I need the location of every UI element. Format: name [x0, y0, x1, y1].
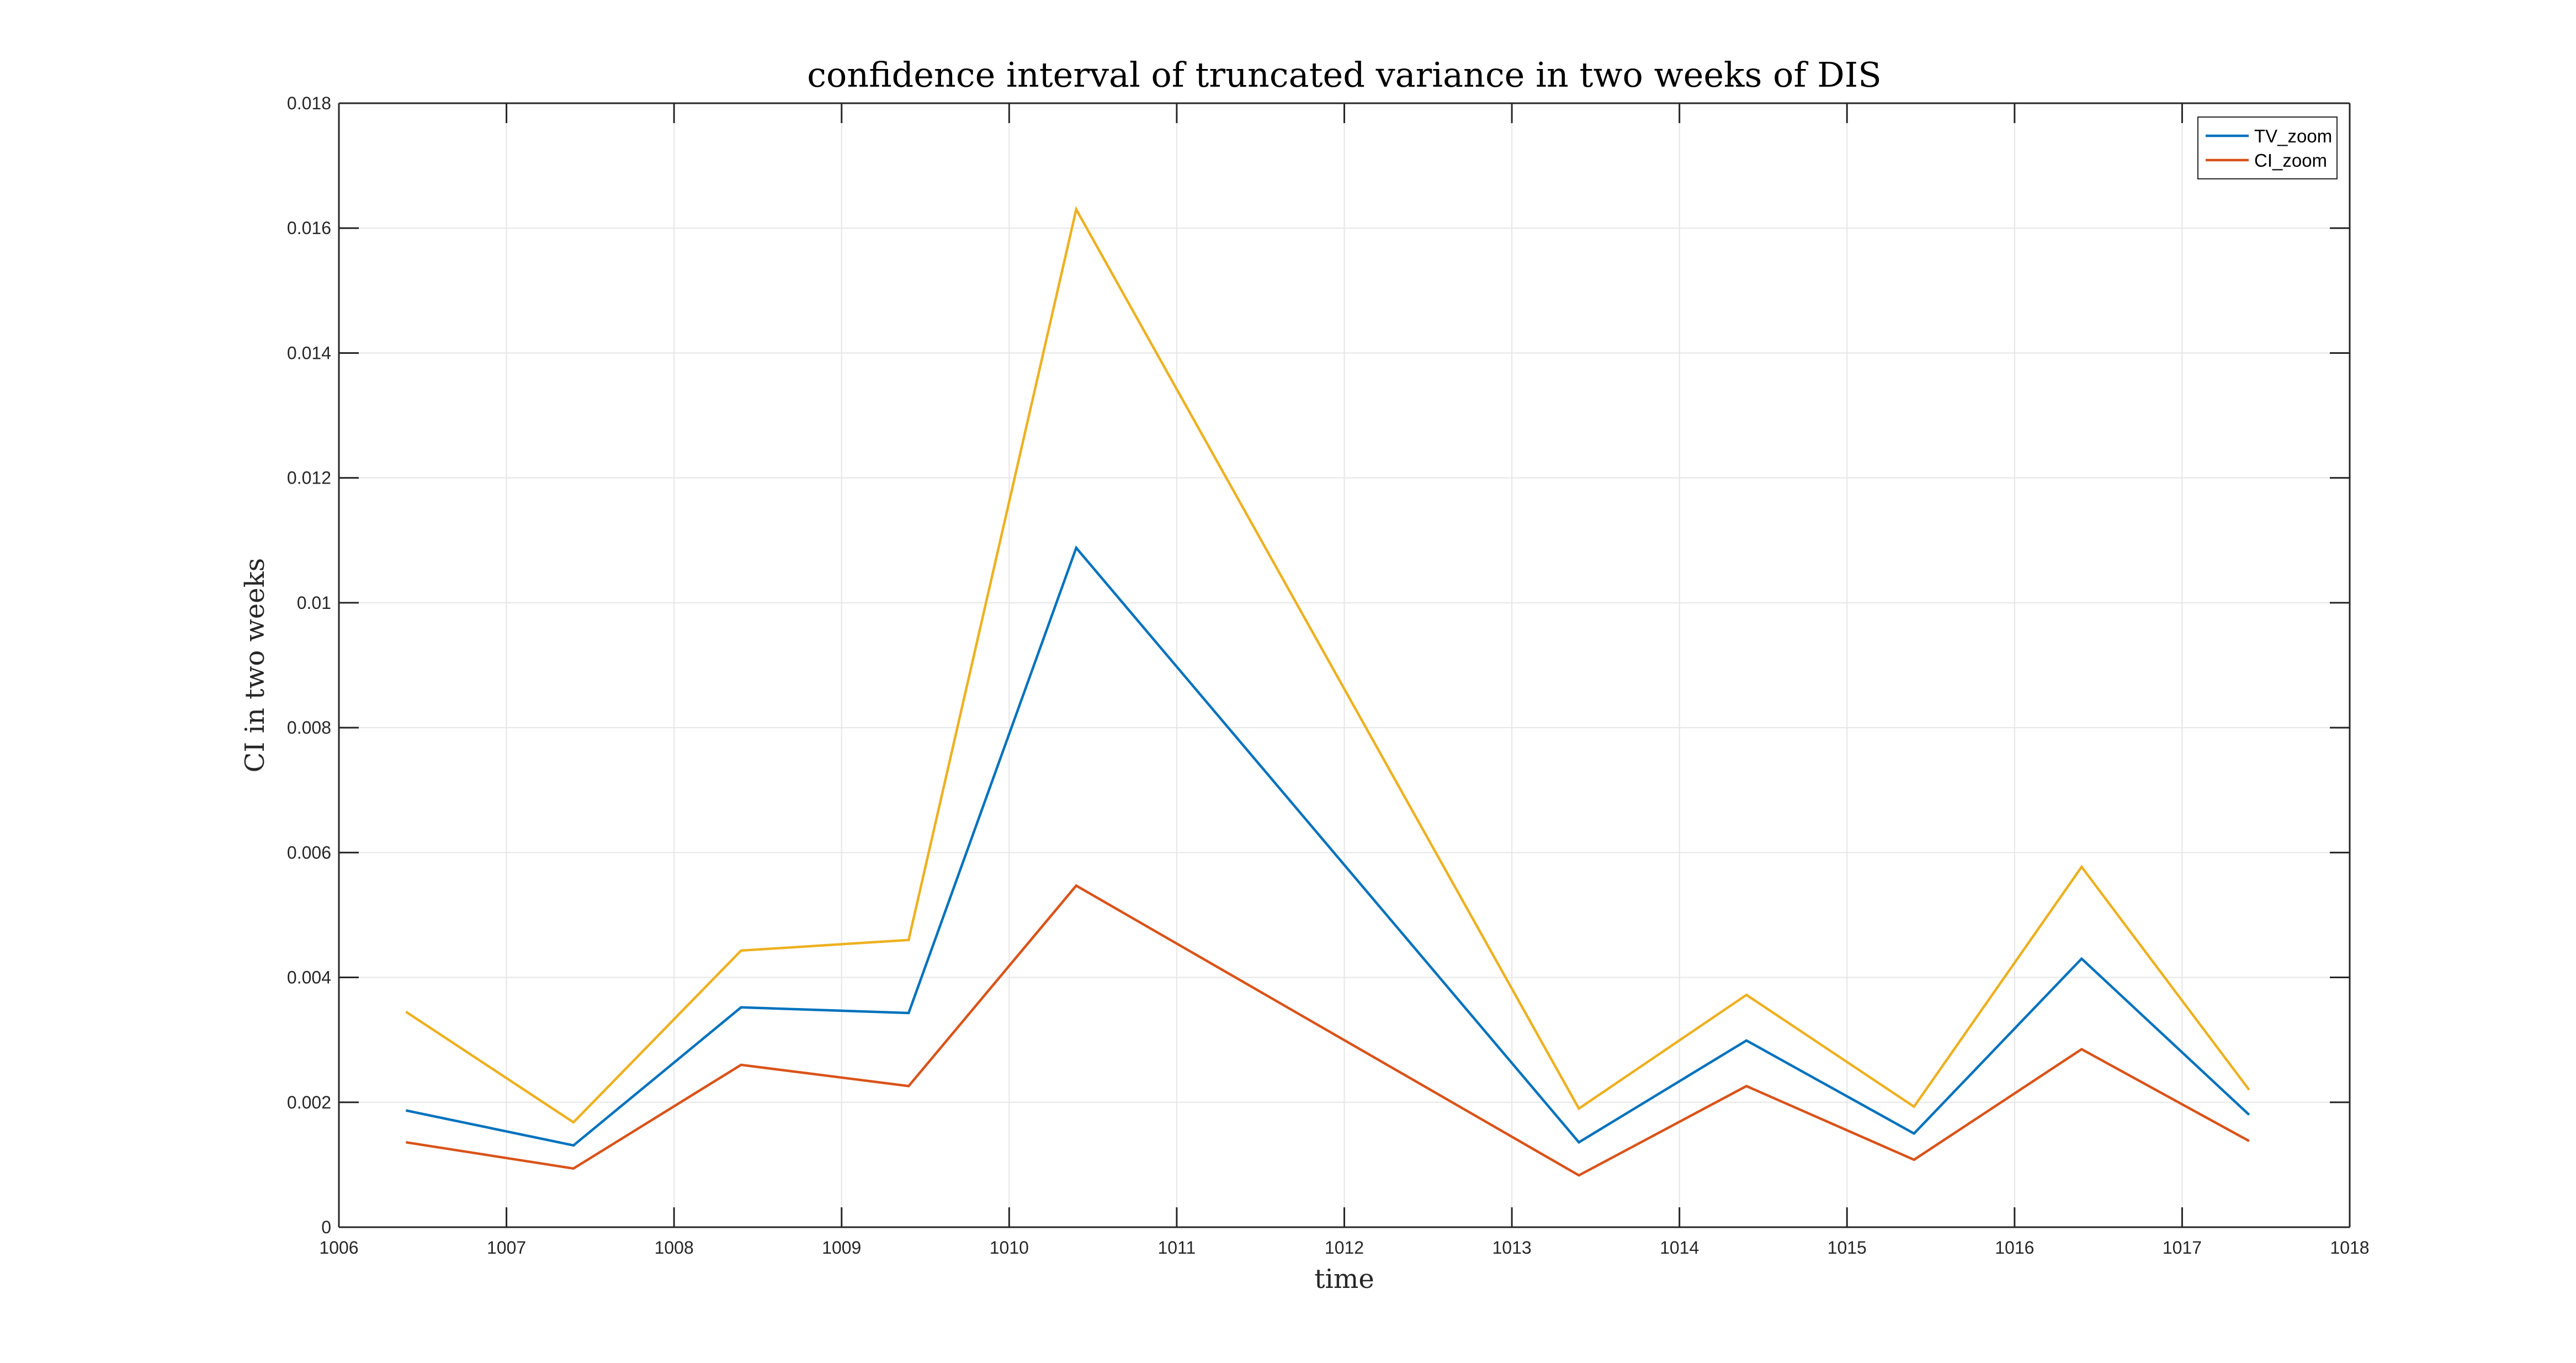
y-tick-label: 0.006	[287, 842, 331, 862]
x-tick-label: 1018	[2330, 1238, 2369, 1258]
legend-label-ci-zoom: CI_zoom	[2254, 150, 2327, 171]
x-tick-label: 1014	[1660, 1238, 1699, 1258]
tick-labels: 1006 1007 1008 1009 1010 1011 1012 1013 1014 1015…	[287, 93, 2370, 1258]
y-tick-label: 0.018	[287, 93, 331, 113]
x-tick-label: 1012	[1325, 1238, 1364, 1258]
y-tick-label: 0.008	[287, 718, 331, 738]
series-line-ci-zoom	[406, 884, 2250, 1177]
data-series	[405, 206, 2250, 1177]
x-tick-label: 1007	[487, 1238, 526, 1258]
x-tick-label: 1010	[990, 1238, 1029, 1258]
x-tick-label: 1009	[822, 1238, 861, 1258]
y-tick-label: 0.016	[287, 218, 331, 238]
y-axis-label: CI in two weeks	[240, 558, 270, 773]
legend-label-tv-zoom: TV_zoom	[2254, 126, 2332, 146]
x-tick-label: 1011	[1158, 1238, 1196, 1258]
series-line-3	[405, 206, 2250, 1124]
x-tick-label: 1006	[319, 1238, 358, 1258]
legend-box	[2197, 116, 2338, 179]
x-tick-label: 1008	[655, 1238, 694, 1258]
y-tick-label: 0.002	[287, 1092, 331, 1112]
legend: TV_zoom CI_zoom	[2197, 116, 2338, 179]
x-tick-label: 1016	[1995, 1238, 2034, 1258]
axes	[338, 102, 2351, 1228]
y-tick-label: 0.004	[287, 968, 331, 988]
chart-title: confidence interval of truncated varianc…	[807, 55, 1882, 95]
series-line-tv-zoom	[405, 545, 2250, 1147]
y-tick-label: 0.012	[287, 468, 331, 488]
y-tick-label: 0	[321, 1217, 331, 1237]
x-tick-label: 1017	[2163, 1238, 2202, 1258]
x-tick-label: 1015	[1828, 1238, 1867, 1258]
y-tick-label: 0.01	[297, 593, 331, 613]
x-tick-label: 1013	[1492, 1238, 1531, 1258]
x-axis-label: time	[1314, 1264, 1374, 1295]
y-tick-label: 0.014	[287, 343, 331, 363]
